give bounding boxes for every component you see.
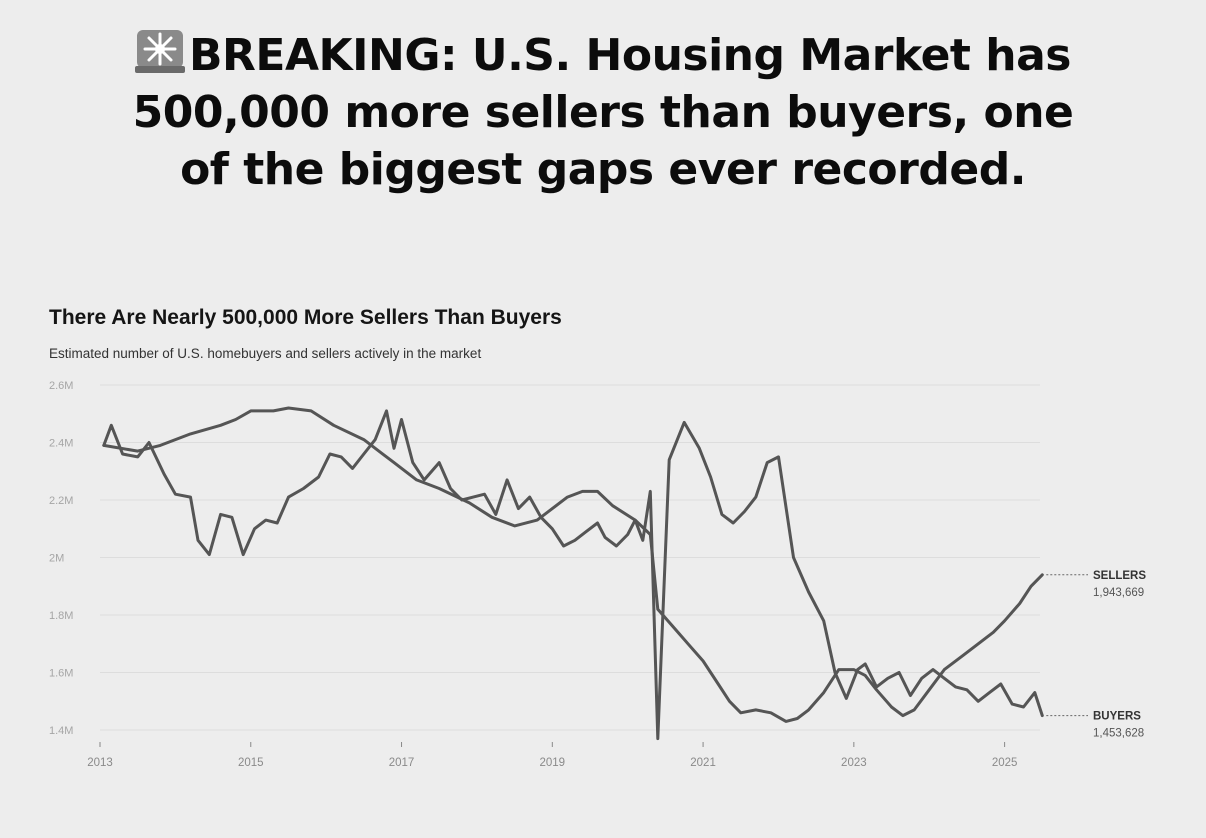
grid-lines [100,384,1040,731]
x-tick-label: 2021 [690,757,716,769]
x-axis: 2013 2015 2017 2019 2021 2023 2025 [87,742,1017,769]
rotating-light-icon [135,30,186,73]
y-tick-label: 2.4M [49,438,73,450]
x-tick-label: 2023 [841,757,867,769]
x-tick-label: 2013 [87,757,113,769]
y-axis: 2.6M 2.4M 2.2M 2M 1.8M 1.6M 1.4M [49,380,73,737]
y-tick-label: 1.6M [49,668,73,680]
x-tick-label: 2019 [540,757,566,769]
y-tick-label: 2.2M [49,495,73,507]
headline-text-1: BREAKING: U.S. Housing Market has [189,30,1071,81]
y-tick-label: 2.6M [49,380,73,392]
series-lines [102,406,1044,741]
chart-title: There Are Nearly 500,000 More Sellers Th… [49,306,562,329]
series-line-sellers [102,406,1044,723]
headline-line-1: BREAKING: U.S. Housing Market has [0,26,1206,84]
end-labels: SELLERS 1,943,669 BUYERS 1,453,628 [1046,570,1146,740]
x-tick-label: 2017 [389,757,415,769]
y-tick-label: 1.4M [49,725,73,737]
chart-subtitle: Estimated number of U.S. homebuyers and … [49,346,481,361]
x-tick-label: 2025 [992,757,1018,769]
headline-line-2: 500,000 more sellers than buyers, one [132,87,1074,138]
x-tick-label: 2015 [238,757,264,769]
y-tick-label: 2M [49,553,64,565]
end-value-sellers: 1,943,669 [1093,587,1144,599]
headline-line-3: of the biggest gaps ever recorded. [180,144,1026,195]
series-line-buyers [102,409,1044,741]
end-label-buyers: BUYERS [1093,711,1141,723]
headline: BREAKING: U.S. Housing Market has 500,00… [0,26,1206,198]
end-label-sellers: SELLERS [1093,570,1146,582]
end-value-buyers: 1,453,628 [1093,728,1144,740]
y-tick-label: 1.8M [49,610,73,622]
